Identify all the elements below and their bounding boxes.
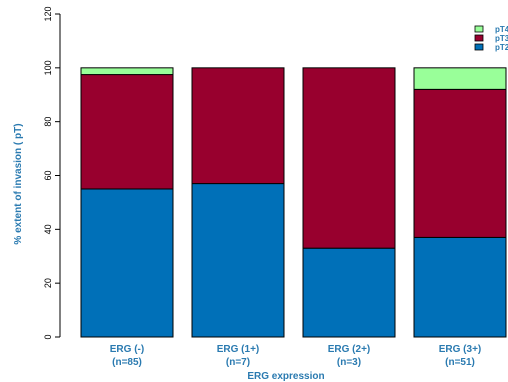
- x-tick-label: ERG (-): [110, 344, 144, 355]
- legend-swatch-pt2: [474, 43, 484, 51]
- y-axis-title: % extent of invasion ( pT): [13, 123, 24, 244]
- x-tick-label: ERG (3+): [439, 344, 482, 355]
- y-tick-label: 60: [43, 170, 53, 180]
- legend-swatch-pt3: [474, 34, 484, 42]
- bar-segment-pt3: [413, 88, 507, 238]
- y-tick-label: 0: [43, 334, 53, 339]
- bars: [80, 67, 507, 338]
- bar-segment-pt2: [80, 188, 174, 338]
- x-tick-count-label: (n=85): [112, 357, 142, 368]
- y-tick-label: 40: [43, 224, 53, 234]
- x-axis-title: ERG expression: [247, 371, 324, 382]
- bar-segment-pt4: [80, 67, 174, 76]
- bar-segment-pt2: [191, 183, 285, 338]
- legend-label-pt3: pT3: [495, 34, 508, 43]
- x-tick-label: ERG (1+): [217, 344, 260, 355]
- bar-segment-pt3: [302, 67, 396, 249]
- bar-segment-pt2: [413, 236, 507, 338]
- x-tick-count-label: (n=7): [226, 357, 250, 368]
- x-axis-labels: ERG (-) (n=85) ERG (1+) (n=7) ERG (2+) (n=3) E…: [110, 344, 481, 368]
- bar-segment-pt3: [191, 67, 285, 185]
- y-tick-label: 100: [43, 60, 53, 75]
- bar-segment-pt4: [413, 67, 507, 90]
- bar-segment-pt2: [302, 247, 396, 338]
- y-tick-label: 20: [43, 278, 53, 288]
- x-tick-count-label: (n=3): [337, 357, 361, 368]
- bar-segment-pt3: [80, 74, 174, 190]
- y-axis: 0 20 40 60 80 100 120: [43, 6, 61, 340]
- y-tick-label: 120: [43, 6, 53, 21]
- legend-label-pt4: pT4: [495, 25, 508, 34]
- legend-swatch-pt4: [474, 25, 484, 33]
- x-tick-label: ERG (2+): [328, 344, 371, 355]
- legend-label-pt2: pT2: [495, 43, 508, 52]
- y-tick-label: 80: [43, 117, 53, 127]
- x-tick-count-label: (n=51): [445, 357, 475, 368]
